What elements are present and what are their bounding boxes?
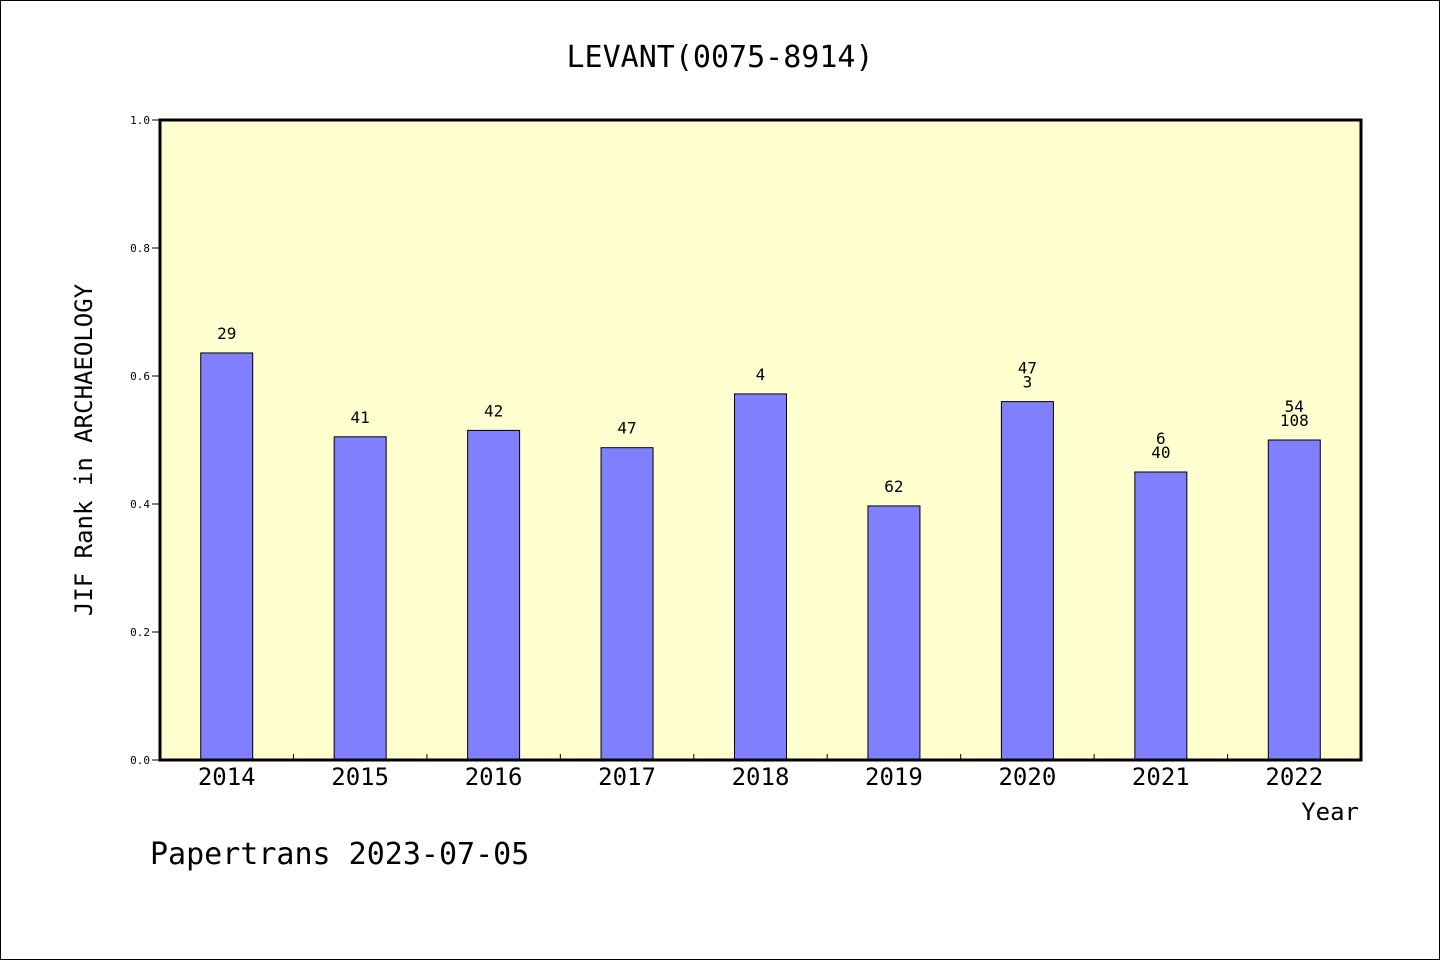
bar-2018 [734, 393, 787, 761]
x-tick-label: 2016 [465, 763, 523, 791]
x-tick-labels: 2014 2015 2016 2017 2018 2019 2020 2021 2022 [198, 763, 1323, 791]
y-tick-label: 0.6 [130, 370, 150, 383]
data-label-2021: 6 [1156, 429, 1166, 448]
x-tick-label: 2020 [998, 763, 1056, 791]
x-tick-label: 2018 [732, 763, 790, 791]
data-label-2014: 29 [217, 324, 236, 343]
y-tick-label: 0.8 [130, 242, 150, 255]
y-tick-label: 0.0 [130, 754, 150, 767]
bar-2016 [467, 429, 521, 761]
x-tick-label: 2019 [865, 763, 923, 791]
bar-2017 [600, 447, 654, 761]
y-tick-label: 0.2 [130, 626, 150, 639]
x-tick-label: 2015 [331, 763, 389, 791]
data-label-2022: 54 [1285, 397, 1304, 416]
x-tick-label: 2017 [598, 763, 656, 791]
data-label-2016: 42 [484, 401, 503, 420]
y-tick-label: 0.4 [130, 498, 150, 511]
bar-2019 [867, 505, 921, 761]
bar-2022 [1267, 439, 1321, 761]
bar-2014 [200, 352, 254, 761]
data-label-2020: 3 [1023, 373, 1033, 392]
data-label-2021: 40 [1151, 443, 1170, 462]
x-tick-label: 2021 [1132, 763, 1190, 791]
bar-2020 [1000, 401, 1054, 761]
data-label-2019: 62 [884, 477, 903, 496]
x-tick-label: 2014 [198, 763, 256, 791]
x-tick-label: 2022 [1265, 763, 1323, 791]
data-label-2020: 47 [1018, 359, 1037, 378]
data-label-2022: 108 [1280, 411, 1309, 430]
chart-title: LEVANT(0075-8914) [566, 40, 873, 75]
plot-border [158, 118, 1363, 762]
y-tick-label: 1.0 [130, 114, 150, 127]
bar-2021 [1134, 471, 1188, 761]
data-label-2015: 41 [351, 408, 370, 427]
bars [200, 352, 1321, 761]
y-tick-labels: 0.0 0.2 0.4 0.6 0.8 1.0 [130, 114, 150, 767]
data-label-2017: 47 [617, 419, 636, 438]
y-axis-label: JIF Rank in ARCHAEOLOGY [70, 283, 98, 616]
x-axis-label: Year [1301, 798, 1359, 826]
bar-2015 [333, 436, 387, 761]
footer-credit: Papertrans 2023-07-05 [150, 837, 529, 872]
data-label-2018: 4 [756, 365, 766, 384]
